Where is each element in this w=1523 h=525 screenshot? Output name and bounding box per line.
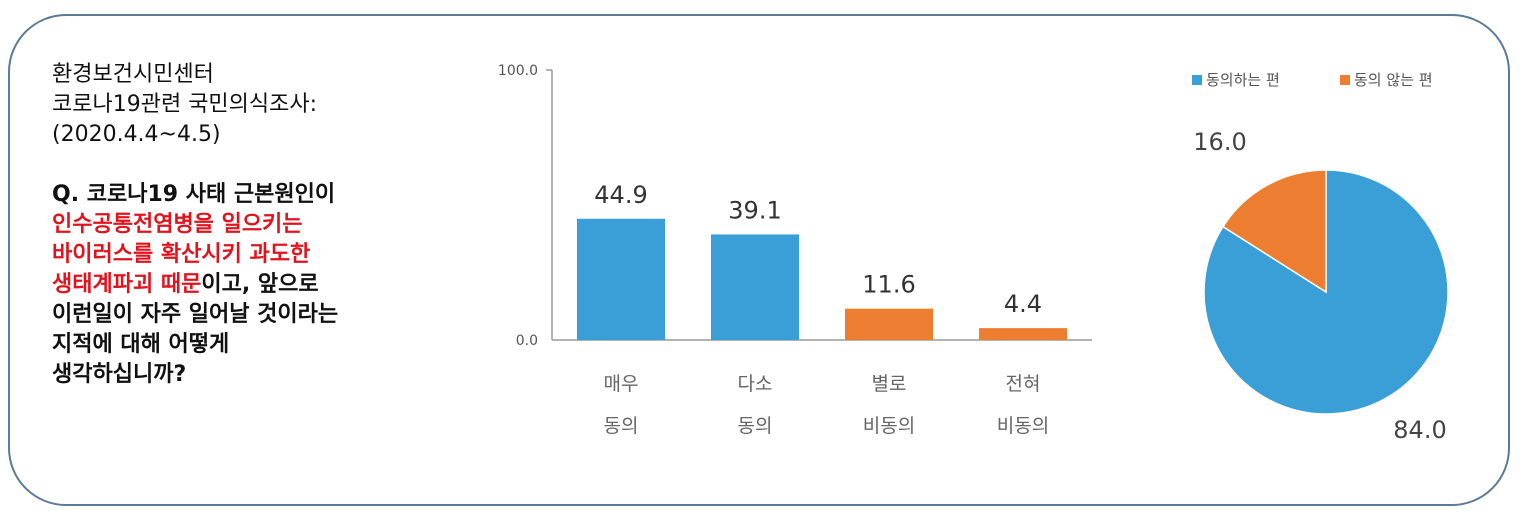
- source-line-2: 코로나19관련 국민의식조사:: [52, 92, 318, 117]
- source-date: (2020.4.4~4.5): [52, 122, 221, 147]
- source-line-1: 환경보건시민센터: [52, 62, 214, 87]
- x-tick-label-2-line1: 다소: [738, 373, 773, 395]
- question-line-4: 지적에 대해 어떻게: [52, 332, 230, 357]
- x-tick-label-1-line2: 동의: [604, 415, 639, 437]
- x-tick-label-3-line1: 별로: [872, 373, 907, 395]
- bar-value-label-1: 44.9: [594, 181, 647, 209]
- bar-3: [845, 308, 933, 340]
- x-tick-label-1-line1: 매우: [604, 373, 639, 395]
- question-line-5: 생각하십니까?: [52, 362, 187, 387]
- x-tick-label-4-line2: 비동의: [997, 415, 1049, 437]
- pie-value-label-1: 84.0: [1393, 416, 1446, 444]
- text-panel: 환경보건시민센터 코로나19관련 국민의식조사: (2020.4.4~4.5) …: [52, 60, 482, 390]
- question-line-3: 이런일이 자주 일어날 것이라는: [52, 302, 339, 327]
- question-line-1: Q. 코로나19 사태 근본원인이: [52, 182, 336, 207]
- x-tick-label-3-line2: 비동의: [863, 415, 915, 437]
- y-tick-label-bottom: 0.0: [516, 333, 538, 349]
- bar-value-label-3: 11.6: [862, 271, 915, 299]
- bar-value-label-2: 39.1: [728, 196, 781, 224]
- x-tick-label-2-line2: 동의: [738, 415, 773, 437]
- x-tick-label-4-line1: 전혀: [1006, 373, 1041, 395]
- legend-swatch-1: [1192, 75, 1202, 85]
- pie-value-label-2: 16.0: [1193, 128, 1246, 156]
- legend-label-2: 동의 않는 편: [1354, 71, 1433, 89]
- survey-question: Q. 코로나19 사태 근본원인이 인수공통전염병을 일으키는 바이러스를 확산…: [52, 180, 482, 390]
- bar-2: [711, 234, 799, 340]
- y-tick-label-top: 100.0: [498, 63, 538, 79]
- question-line-2: 이고, 앞으로: [201, 272, 319, 297]
- pie-chart: 동의하는 편 동의 않는 편 84.0 16.0: [1192, 71, 1449, 444]
- question-highlight-1: 인수공통전염병을 일으키는: [52, 212, 303, 237]
- legend-swatch-2: [1340, 75, 1350, 85]
- pie-slice-2: [1221, 169, 1327, 294]
- question-highlight-3: 생태계파괴 때문: [52, 272, 202, 297]
- bar-4: [979, 328, 1067, 340]
- bar-1: [577, 218, 665, 340]
- legend-label-1: 동의하는 편: [1206, 71, 1280, 89]
- bar-value-label-4: 4.4: [1004, 290, 1042, 318]
- question-highlight-2: 바이러스를 확산시키 과도한: [52, 242, 311, 267]
